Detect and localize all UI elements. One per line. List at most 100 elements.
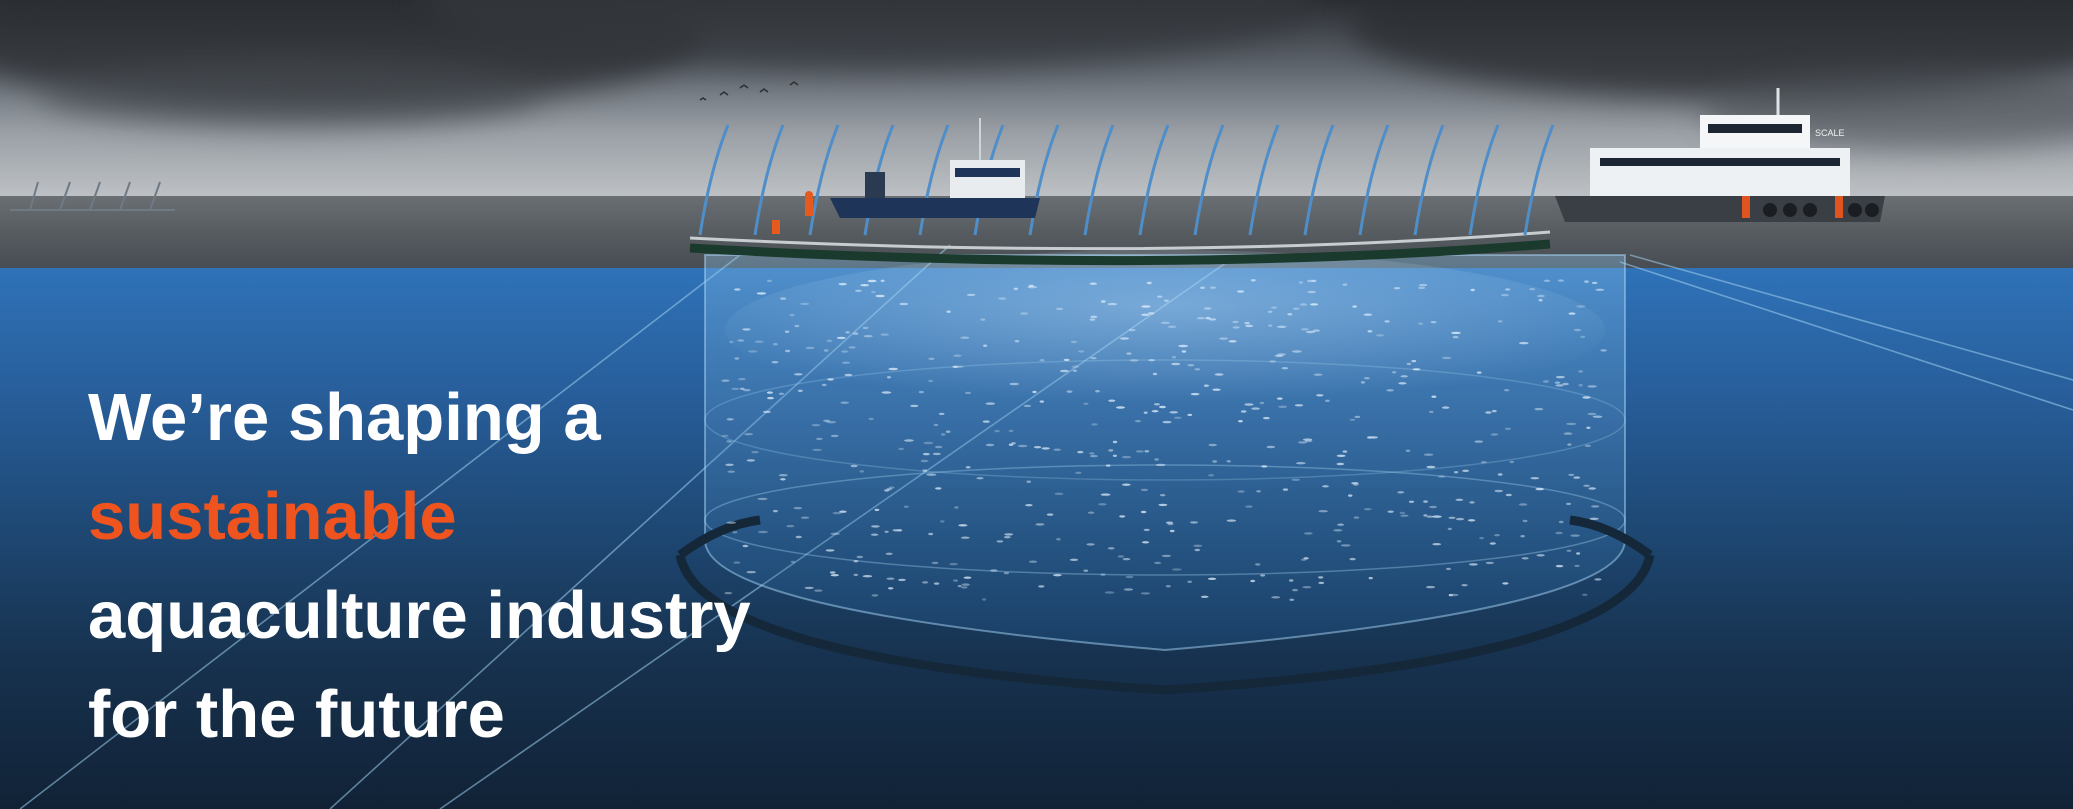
fish bbox=[1238, 420, 1243, 423]
fish bbox=[1312, 329, 1321, 332]
fish bbox=[1429, 410, 1434, 414]
fish bbox=[1582, 593, 1588, 596]
fish bbox=[1119, 515, 1126, 518]
fish bbox=[1274, 354, 1284, 357]
fish bbox=[1207, 577, 1217, 580]
fish bbox=[1432, 515, 1442, 518]
fish bbox=[1098, 503, 1107, 506]
fish bbox=[899, 302, 909, 306]
fish bbox=[1555, 564, 1564, 568]
fish bbox=[1161, 554, 1171, 558]
fish bbox=[1504, 288, 1511, 291]
fish bbox=[785, 349, 791, 353]
fish bbox=[852, 332, 859, 335]
fish bbox=[1069, 558, 1079, 561]
fish bbox=[830, 434, 839, 438]
fish bbox=[1160, 321, 1171, 324]
fish bbox=[1476, 371, 1482, 374]
workers bbox=[772, 191, 813, 234]
fish bbox=[1354, 415, 1361, 419]
fish bbox=[1423, 500, 1428, 503]
fish bbox=[1318, 581, 1325, 585]
fish bbox=[1519, 341, 1529, 345]
fish bbox=[1522, 519, 1528, 523]
fish bbox=[725, 463, 734, 466]
fish bbox=[1159, 405, 1166, 409]
fish bbox=[780, 478, 786, 481]
fish bbox=[1291, 350, 1302, 353]
fish bbox=[881, 391, 892, 394]
fish bbox=[1489, 542, 1496, 545]
fish bbox=[1003, 571, 1010, 575]
fish bbox=[904, 439, 914, 442]
fish bbox=[743, 388, 751, 392]
fish bbox=[1578, 384, 1583, 387]
fish bbox=[1310, 303, 1319, 306]
fish bbox=[886, 376, 892, 379]
fish bbox=[1151, 410, 1159, 413]
fish bbox=[888, 367, 898, 371]
fish bbox=[1162, 420, 1172, 424]
fish bbox=[1442, 406, 1450, 409]
fish bbox=[862, 326, 869, 330]
fish bbox=[1462, 469, 1470, 472]
fish bbox=[1008, 429, 1014, 433]
fish bbox=[1278, 405, 1288, 408]
fish bbox=[1412, 368, 1421, 371]
fish bbox=[724, 591, 733, 595]
fish bbox=[804, 586, 814, 590]
service-boat bbox=[830, 118, 1040, 218]
fish bbox=[1140, 488, 1149, 492]
fish bbox=[957, 584, 962, 588]
fish bbox=[1363, 508, 1372, 511]
fish bbox=[1107, 547, 1115, 550]
fish bbox=[935, 487, 942, 490]
fish bbox=[1089, 452, 1095, 455]
fish bbox=[1072, 369, 1077, 372]
fish bbox=[1576, 305, 1586, 308]
fish bbox=[1296, 462, 1306, 465]
fish bbox=[1152, 372, 1158, 376]
fish bbox=[1158, 503, 1168, 507]
fish bbox=[721, 434, 729, 438]
fish bbox=[1108, 449, 1114, 452]
fish bbox=[946, 310, 951, 313]
fish bbox=[848, 346, 856, 349]
fish bbox=[1567, 443, 1572, 446]
fish bbox=[928, 532, 934, 536]
fish bbox=[1244, 403, 1254, 406]
fish bbox=[871, 290, 876, 294]
fish bbox=[1504, 389, 1510, 392]
fish bbox=[1580, 335, 1586, 339]
fish bbox=[1244, 321, 1250, 325]
fish bbox=[1089, 318, 1096, 321]
fish bbox=[742, 328, 751, 331]
fish bbox=[1363, 313, 1373, 316]
fish bbox=[1535, 487, 1544, 491]
fish bbox=[1003, 536, 1011, 539]
fish bbox=[747, 350, 758, 353]
net-pole bbox=[1248, 124, 1280, 236]
fish bbox=[1104, 591, 1115, 594]
fish bbox=[1148, 359, 1155, 362]
fish bbox=[1070, 340, 1078, 344]
fish bbox=[1071, 365, 1080, 368]
fish bbox=[1288, 579, 1294, 582]
fish bbox=[726, 521, 736, 524]
fish bbox=[1529, 288, 1536, 291]
fish bbox=[826, 339, 833, 342]
fish bbox=[1250, 279, 1256, 282]
fish bbox=[1140, 510, 1147, 514]
headline-line-4: for the future bbox=[88, 677, 505, 752]
fish bbox=[1121, 455, 1132, 459]
fish bbox=[1432, 543, 1442, 546]
fish bbox=[1451, 331, 1461, 335]
fish bbox=[1298, 441, 1308, 444]
fish bbox=[1393, 287, 1401, 290]
fish bbox=[1518, 503, 1528, 506]
fish bbox=[1167, 325, 1177, 328]
fish bbox=[926, 473, 937, 476]
fish bbox=[1212, 388, 1221, 391]
fish bbox=[1425, 585, 1436, 589]
fish bbox=[933, 582, 940, 585]
